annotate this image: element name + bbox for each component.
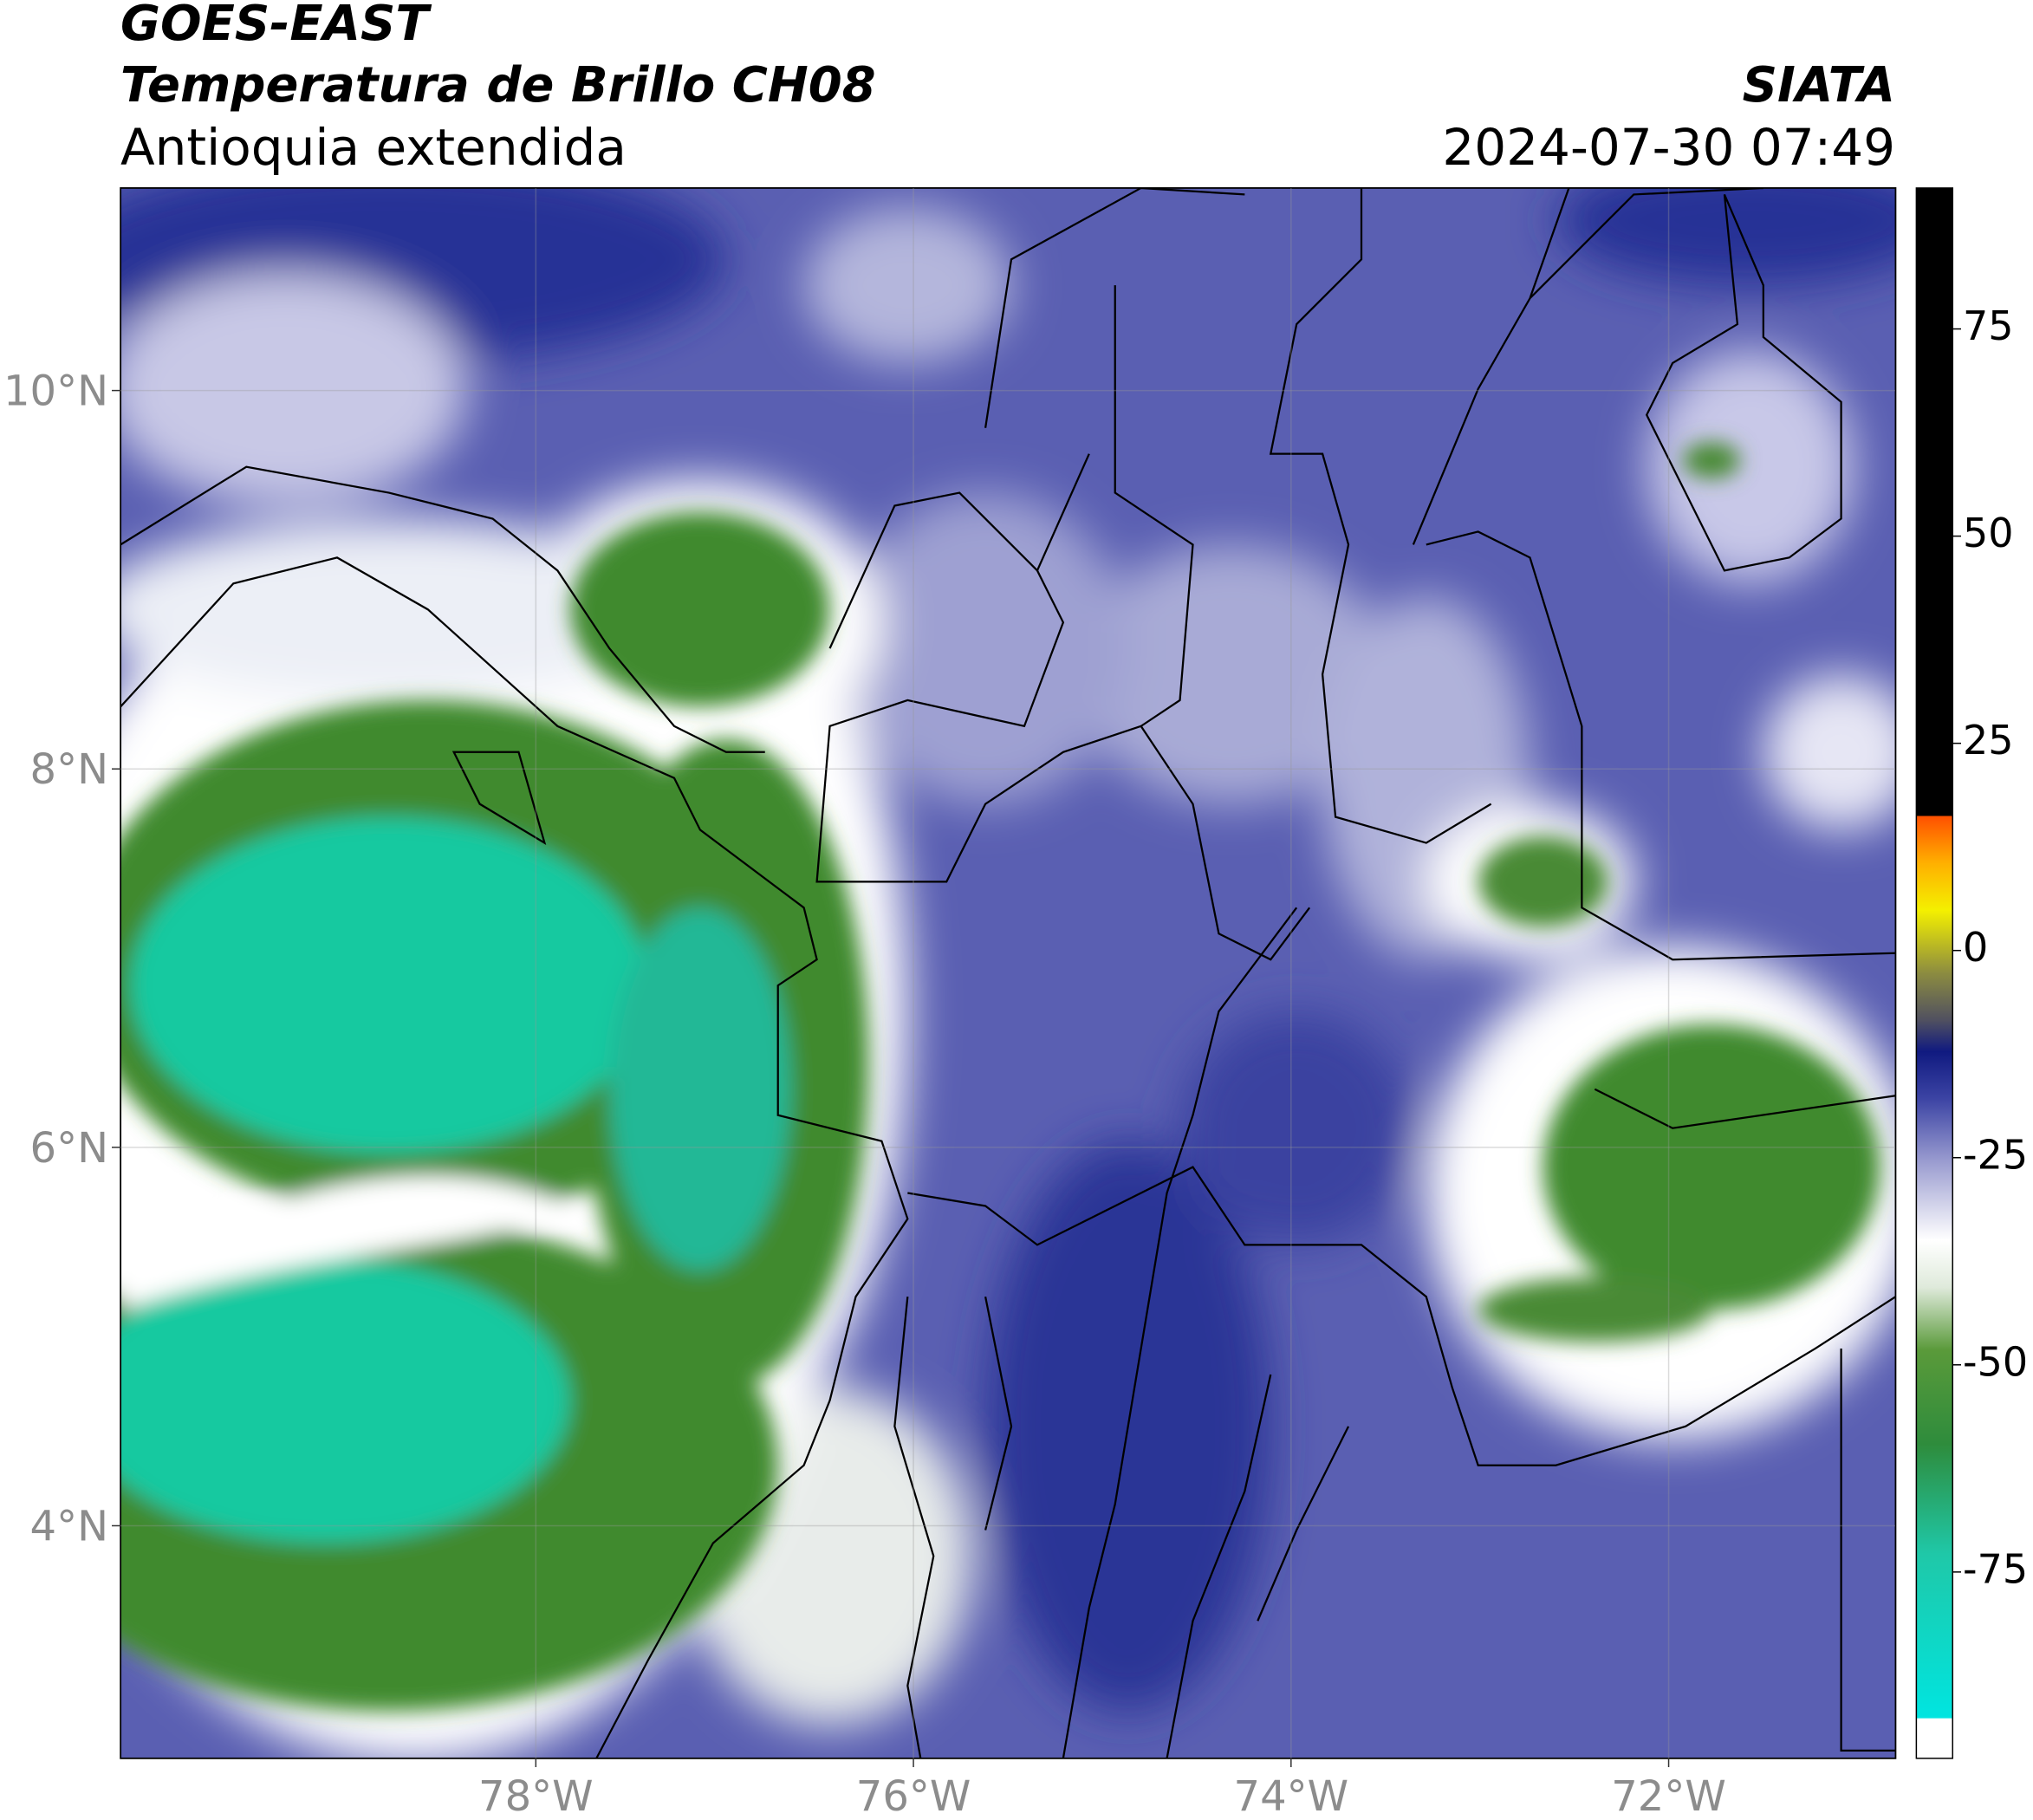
map-area bbox=[120, 187, 1954, 1759]
axes: 78°W 76°W 74°W 72°W 4°N 6°N 8°N 10°N -75 -50 -25 0 2… bbox=[3, 188, 2028, 1820]
colorbar-label: 50 bbox=[1963, 510, 2014, 556]
y-tick-label: 8°N bbox=[30, 745, 108, 794]
satellite-image bbox=[120, 187, 1896, 1758]
x-tick-label: 74°W bbox=[1234, 1772, 1349, 1820]
borders bbox=[120, 187, 1896, 1758]
x-tick-label: 76°W bbox=[856, 1772, 971, 1820]
x-tick-label: 72°W bbox=[1611, 1772, 1726, 1820]
region: Antioquia extendida bbox=[120, 118, 627, 177]
x-tick-label: 78°W bbox=[478, 1772, 594, 1820]
colorbar-label: 75 bbox=[1963, 302, 2014, 349]
y-tick-label: 4°N bbox=[30, 1502, 108, 1550]
colorbar bbox=[1915, 187, 1954, 1759]
colorbar-label: 25 bbox=[1963, 717, 2014, 764]
title: GOES-EAST bbox=[120, 0, 432, 52]
y-tick-label: 10°N bbox=[3, 367, 108, 416]
colorbar-label: -75 bbox=[1963, 1545, 2028, 1592]
colorbar-label: 0 bbox=[1963, 924, 1988, 971]
subtitle: Temperatura de Brillo CH08 bbox=[120, 57, 876, 114]
datetime: 2024-07-30 07:49 bbox=[1442, 118, 1895, 177]
colorbar-label: -25 bbox=[1963, 1131, 2028, 1178]
y-tick-label: 6°N bbox=[30, 1124, 108, 1173]
source: SIATA bbox=[1743, 57, 1895, 114]
map-frame bbox=[120, 187, 1897, 1759]
colorbar-label: -50 bbox=[1963, 1338, 2028, 1385]
